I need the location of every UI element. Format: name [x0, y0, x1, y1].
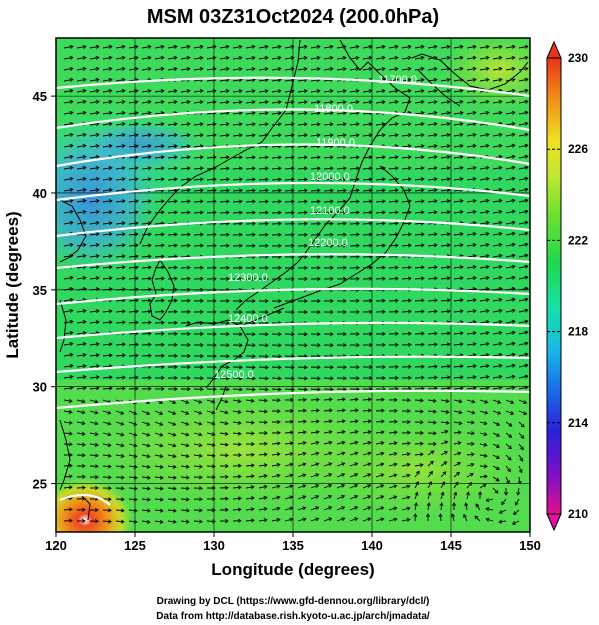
credit-dcl: Drawing by DCL (https://www.gfd-dennou.o… [157, 596, 430, 607]
x-tick-label: 150 [519, 538, 541, 553]
colorbar-tick-label: 214 [568, 416, 588, 430]
x-tick-label: 145 [440, 538, 462, 553]
x-tick-label: 140 [361, 538, 383, 553]
contour-label: 12400.0 [228, 313, 268, 325]
colorbar-max-arrow [546, 40, 562, 59]
x-axis: 120 125 130 135 140 145 150 [45, 532, 541, 553]
colorbar-ramp [546, 57, 562, 515]
contour-label: 12500.0 [214, 369, 254, 381]
y-tick-label: 25 [33, 477, 47, 492]
contour-label: 12300.0 [228, 272, 268, 284]
x-tick-label: 125 [124, 538, 146, 553]
y-tick-label: 35 [33, 283, 47, 298]
colorbar: 230 226 222 218 214 210 [546, 40, 588, 532]
grid [56, 38, 530, 532]
y-tick-label: 40 [33, 186, 47, 201]
y-tick-label: 30 [33, 380, 47, 395]
x-axis-label: Longitude (degrees) [211, 560, 374, 579]
colorbar-tick-label: 210 [568, 507, 588, 521]
y-tick-label: 45 [33, 89, 47, 104]
y-axis-label: Latitude (degrees) [3, 211, 22, 358]
colorbar-tick-label: 218 [568, 325, 588, 339]
colorbar-tick-label: 222 [568, 233, 588, 247]
x-tick-label: 120 [45, 538, 67, 553]
credit-data-source: Data from http://database.rish.kyoto-u.a… [156, 611, 430, 622]
x-tick-label: 130 [203, 538, 225, 553]
contour-label: 12000.0 [310, 171, 350, 183]
chart-title: MSM 03Z31Oct2024 (200.0hPa) [147, 6, 439, 28]
contour-label: 11900.0 [316, 137, 355, 149]
contour-label: 12200.0 [308, 237, 348, 249]
colorbar-min-arrow [546, 513, 562, 532]
contour-labels: 11700.0 11800.0 11900.0 12000.0 12100.0 … [214, 74, 417, 381]
colorbar-tick-label: 226 [568, 142, 588, 156]
contour-label: 11800.0 [314, 103, 353, 115]
colorbar-tick-label: 230 [568, 51, 588, 65]
contour-label: 11700.0 [378, 74, 417, 86]
plot-area: 11700.0 11800.0 11900.0 12000.0 12100.0 … [56, 38, 530, 532]
x-tick-label: 135 [282, 538, 304, 553]
contour-label: 12100.0 [310, 205, 350, 217]
wind-vectors [63, 44, 529, 525]
y-axis: 25 30 35 40 45 [33, 89, 56, 492]
height-contours [56, 76, 530, 506]
